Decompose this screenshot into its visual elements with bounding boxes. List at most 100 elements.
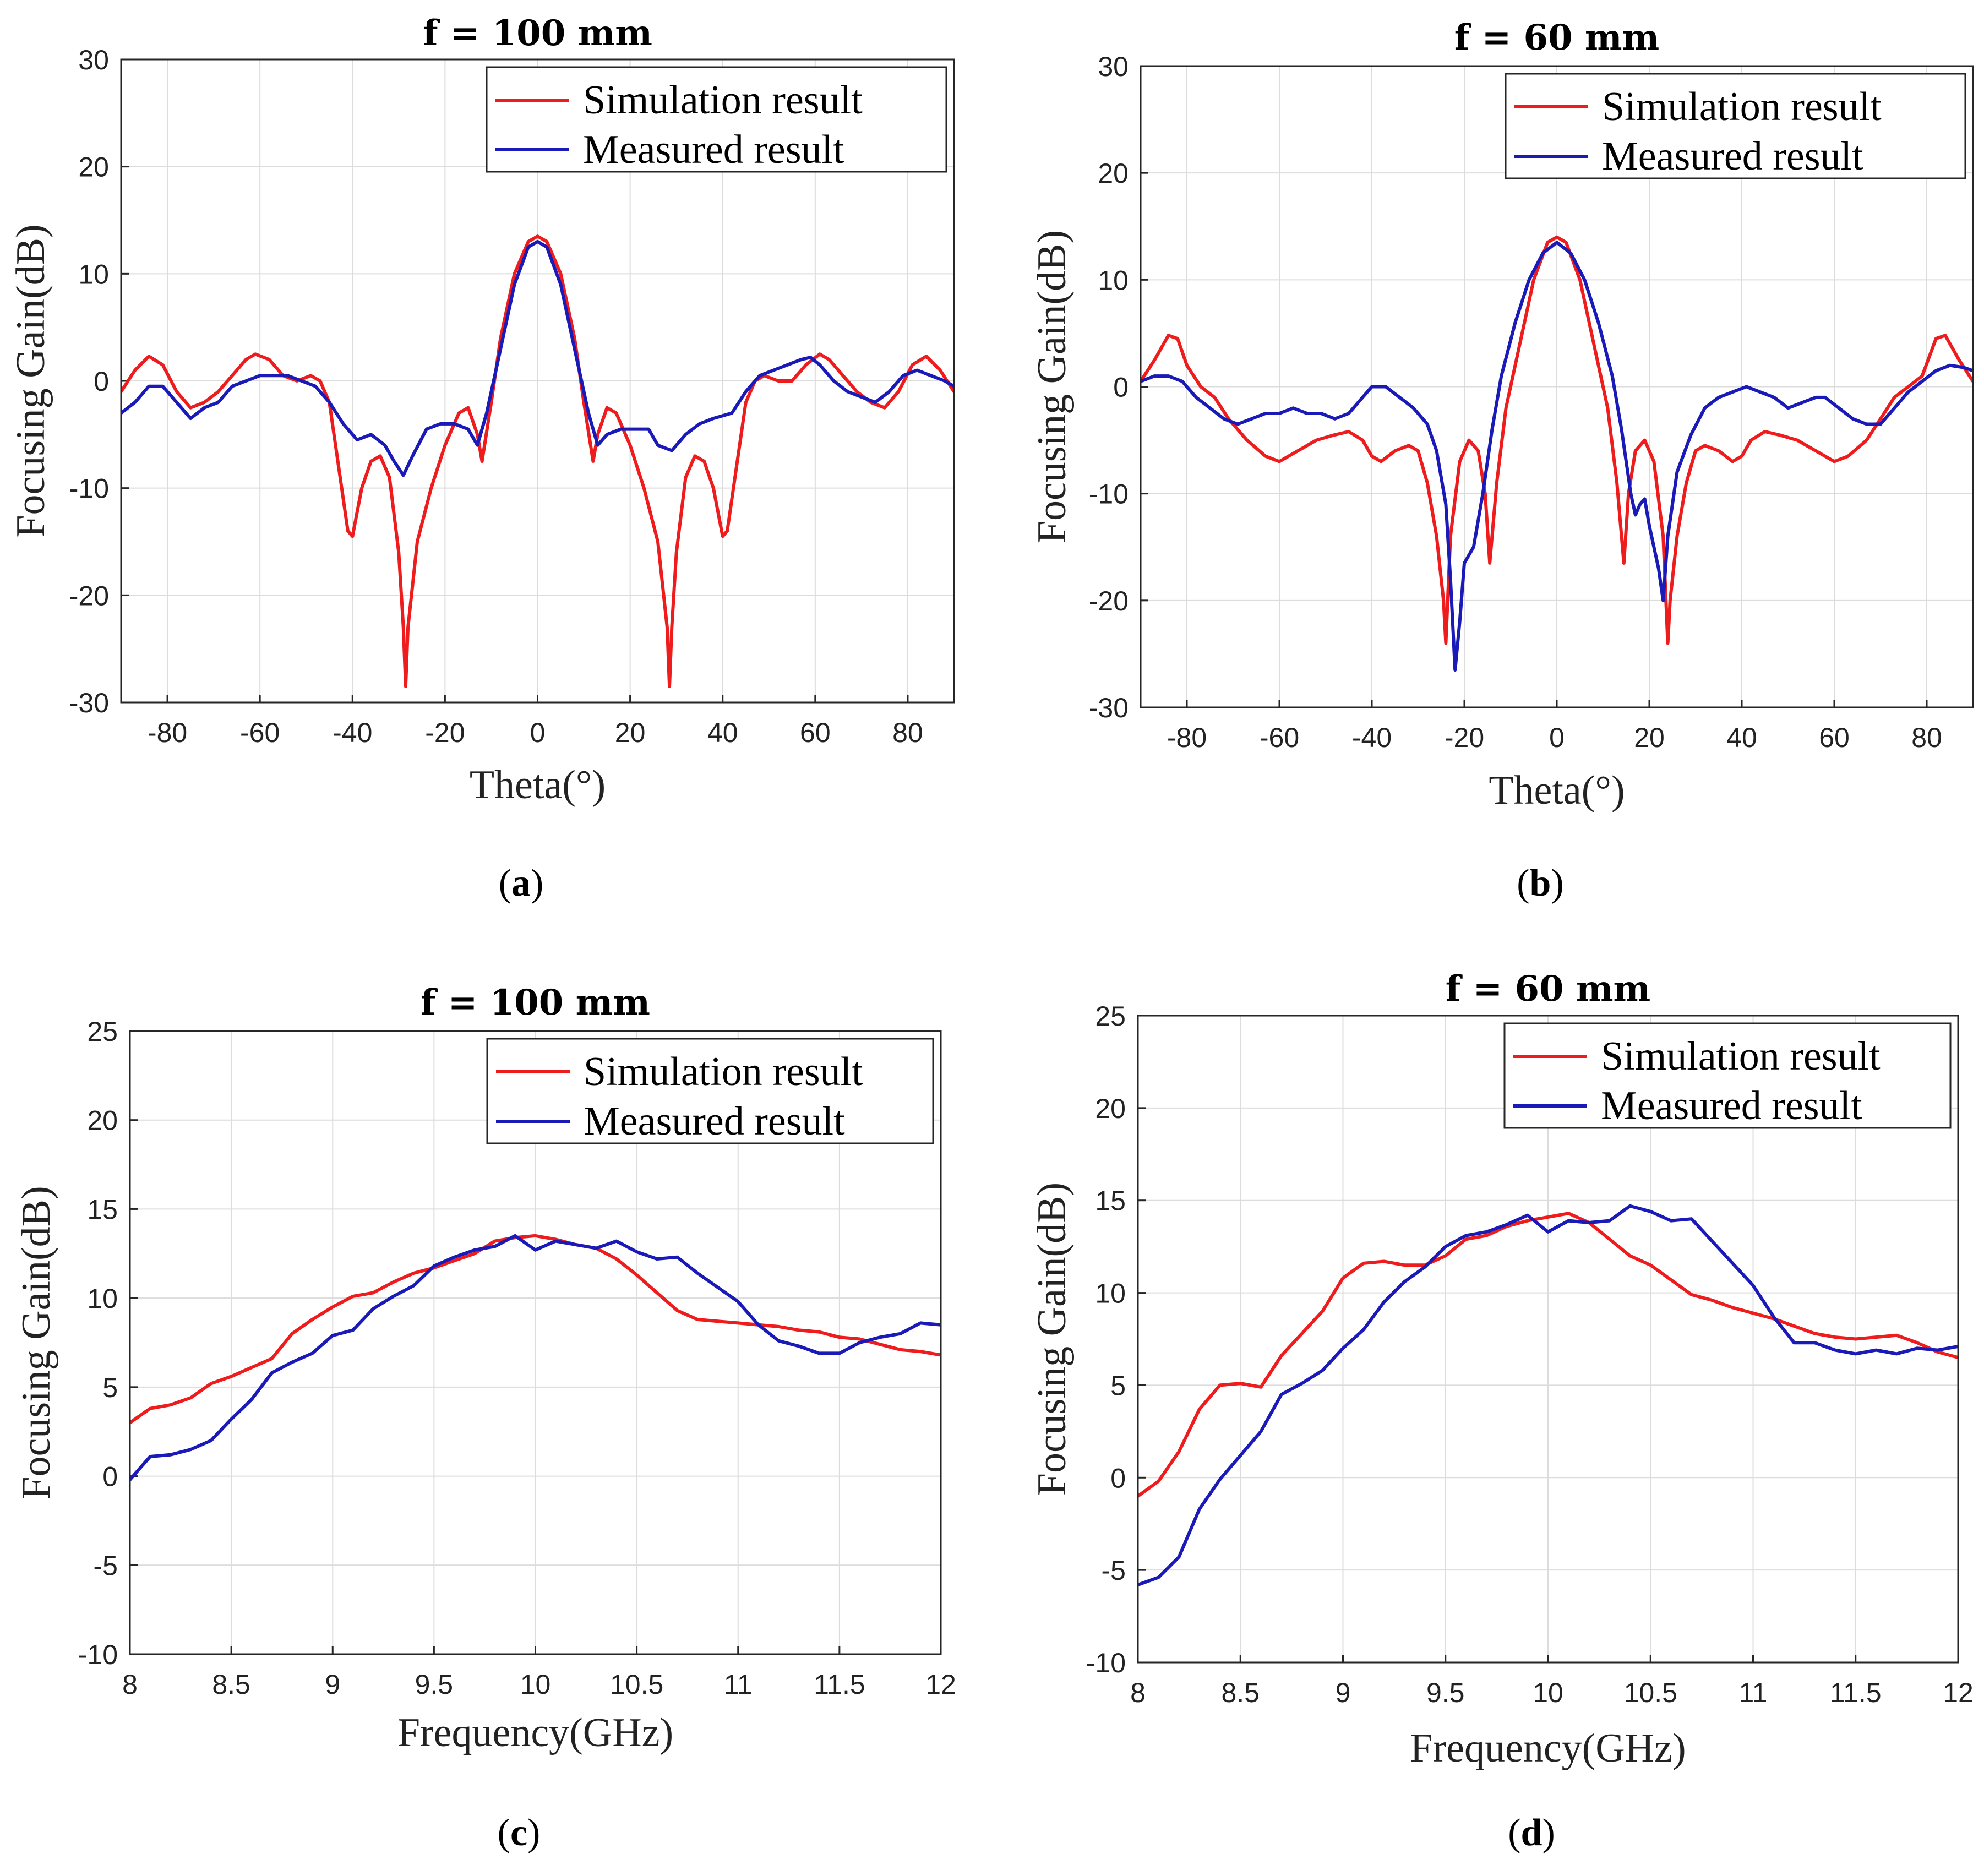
x-tick-label: 20	[615, 717, 646, 748]
legend: Simulation result Measured result	[1505, 73, 1966, 179]
y-tick-label: -20	[1089, 586, 1129, 617]
x-tick-label: 0	[530, 717, 546, 748]
plot-frame	[1140, 65, 1974, 708]
x-tick-label: -40	[1352, 722, 1392, 753]
x-tick-label: -80	[1167, 722, 1207, 753]
legend-label: Measured result	[584, 1099, 845, 1144]
x-tick-label: 60	[800, 717, 831, 748]
y-tick-label: 10	[1098, 265, 1129, 296]
x-tick-label: 10.5	[1624, 1677, 1677, 1708]
series-line-measured	[1141, 241, 1973, 672]
y-tick-label: -5	[94, 1550, 118, 1581]
y-tick-label: 0	[1113, 372, 1129, 403]
x-tick-label: 10.5	[610, 1669, 663, 1700]
x-tick-label: 8.5	[1221, 1677, 1260, 1708]
series-line-simulation	[1138, 1212, 1958, 1498]
chart-title: f = 100 mm	[421, 982, 650, 1023]
y-tick-label: 0	[94, 366, 109, 397]
legend-label: Measured result	[1601, 1083, 1862, 1128]
y-tick-label: -5	[1102, 1555, 1126, 1586]
x-tick-label: 11	[1739, 1677, 1768, 1708]
plot-frame	[129, 1030, 942, 1655]
x-tick-label: 8.5	[212, 1669, 250, 1700]
y-tick-label: -10	[78, 1639, 118, 1670]
x-tick-label: 10	[520, 1669, 551, 1700]
x-tick-label: 11.5	[814, 1669, 865, 1700]
x-tick-label: 9	[1336, 1677, 1351, 1708]
panel-label: (c)	[498, 1812, 541, 1854]
y-tick-label: -10	[1086, 1648, 1126, 1678]
y-tick-label: -30	[1089, 692, 1129, 723]
legend-box	[1505, 73, 1966, 179]
y-tick-label: 20	[78, 152, 109, 183]
x-tick-label: 8	[122, 1669, 138, 1700]
series-line-measured	[121, 239, 954, 477]
plot-frame	[120, 58, 955, 704]
y-axis-label: Focusing Gain(dB)	[8, 224, 53, 537]
y-tick-label: 0	[102, 1461, 118, 1492]
chart-title: f = 60 mm	[1446, 968, 1651, 1010]
legend-label: Measured result	[1602, 134, 1863, 179]
y-tick-label: 15	[1095, 1186, 1126, 1217]
x-tick-label: -40	[333, 717, 372, 748]
chart-panel-a: -80 -60 -40 -20 0 20 40 60 80 -30 -20 -10 0 10 20 30 Sim…	[8, 13, 955, 904]
legend-box	[486, 66, 947, 173]
x-tick-label: -60	[1260, 722, 1299, 753]
y-tick-label: 25	[87, 1016, 118, 1047]
series-line-measured	[130, 1234, 941, 1481]
y-tick-label: 20	[1098, 158, 1129, 189]
legend-label: Simulation result	[583, 78, 863, 123]
y-tick-label: 10	[78, 259, 109, 290]
y-axis-label: Focusing Gain(dB)	[1029, 1182, 1075, 1496]
y-tick-label: 30	[1098, 51, 1129, 82]
y-tick-label: 10	[1095, 1278, 1126, 1309]
legend-label: Measured result	[583, 127, 844, 172]
chart-title: f = 60 mm	[1454, 17, 1660, 58]
x-tick-label: 9.5	[415, 1669, 454, 1700]
legend-box	[486, 1038, 934, 1144]
x-tick-label: 80	[1911, 722, 1942, 753]
y-tick-label: 30	[78, 45, 109, 75]
y-tick-label: 25	[1095, 1001, 1126, 1032]
legend-label: Simulation result	[584, 1049, 863, 1094]
series-line-simulation	[130, 1234, 941, 1425]
chart-title: f = 100 mm	[423, 13, 652, 54]
x-tick-label: 9	[325, 1669, 340, 1700]
x-tick-label: 11.5	[1830, 1677, 1882, 1708]
y-tick-label: -30	[69, 688, 109, 718]
y-tick-label: 15	[87, 1194, 118, 1225]
x-tick-label: 9.5	[1426, 1677, 1465, 1708]
y-tick-label: 5	[102, 1372, 118, 1403]
chart-panel-c: 8 8.5 9 9.5 10 10.5 11 11.5 12 -10 -5 0 5 10 15 20 25 Sim…	[14, 982, 956, 1854]
chart-panel-d: 8 8.5 9 9.5 10 10.5 11 11.5 12 -10 -5 0 5 10 15 20 25 Sim…	[1029, 968, 1974, 1854]
series-line-simulation	[121, 234, 954, 688]
x-tick-label: 10	[1533, 1677, 1563, 1708]
x-tick-label: 8	[1130, 1677, 1146, 1708]
legend-label: Simulation result	[1602, 84, 1882, 129]
x-tick-label: 0	[1549, 722, 1565, 753]
x-axis-label: Theta(°)	[1489, 768, 1625, 813]
x-tick-label: -20	[425, 717, 465, 748]
y-tick-label: 20	[1095, 1093, 1126, 1124]
y-tick-label: 20	[87, 1105, 118, 1136]
legend-label: Simulation result	[1601, 1034, 1881, 1079]
y-tick-label: 5	[1110, 1370, 1126, 1401]
x-tick-label: 40	[1726, 722, 1757, 753]
panel-label: (a)	[499, 862, 544, 904]
y-tick-label: 0	[1110, 1463, 1126, 1493]
x-axis-label: Frequency(GHz)	[397, 1710, 673, 1755]
y-tick-label: -10	[69, 473, 109, 504]
x-axis-label: Theta(°)	[470, 762, 606, 808]
series-line-measured	[1138, 1204, 1958, 1586]
plot-frame	[1137, 1015, 1959, 1664]
x-tick-label: 80	[892, 717, 923, 748]
y-tick-label: -20	[69, 580, 109, 611]
y-tick-label: -10	[1089, 479, 1129, 510]
x-tick-label: -20	[1445, 722, 1484, 753]
series-line-simulation	[1141, 235, 1973, 645]
x-tick-label: 12	[925, 1669, 956, 1700]
x-tick-label: 12	[1943, 1677, 1974, 1708]
legend: Simulation result Measured result	[486, 1038, 934, 1144]
